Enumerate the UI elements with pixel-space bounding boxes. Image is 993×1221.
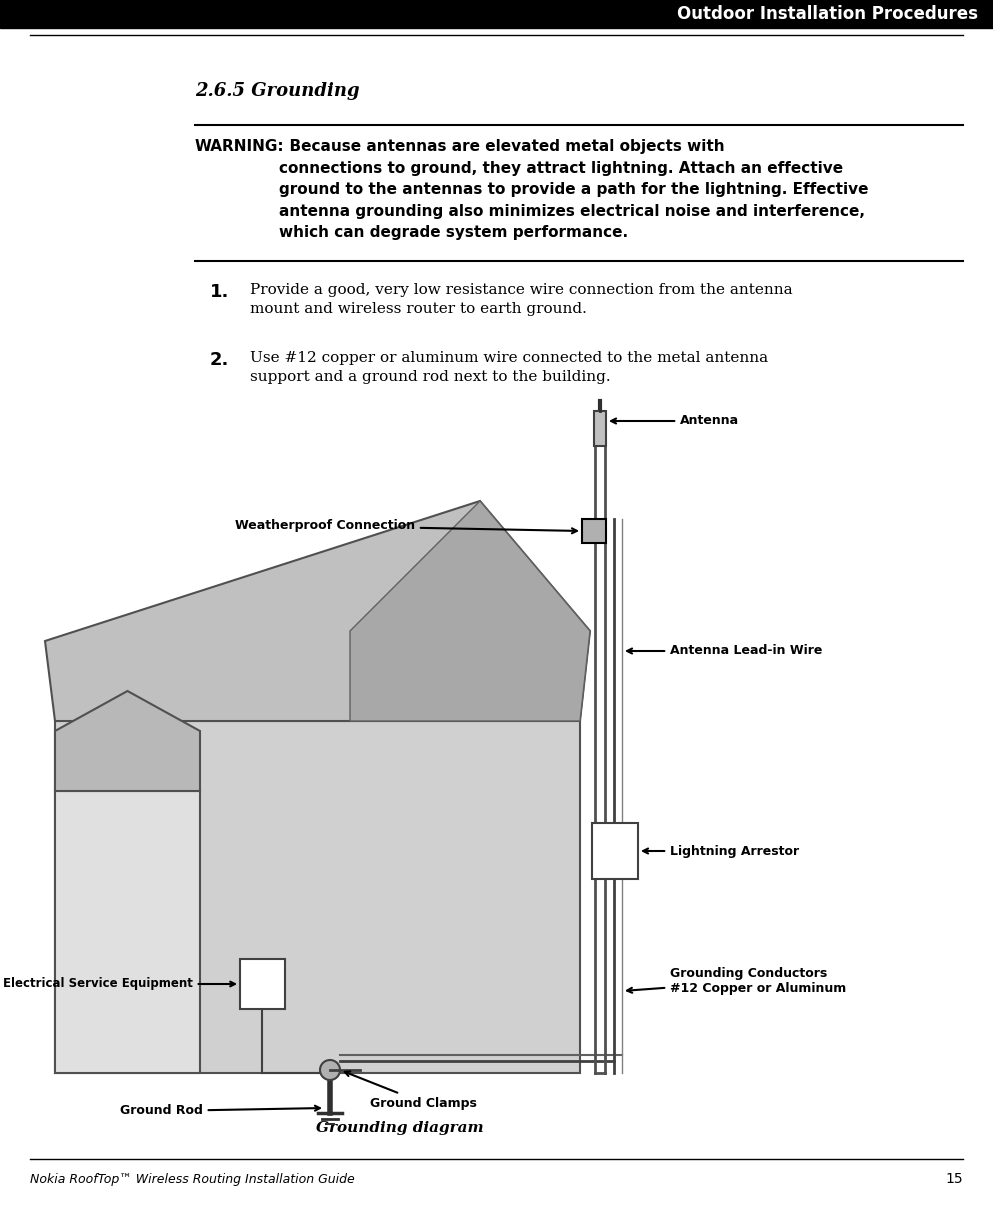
Text: Provide a good, very low resistance wire connection from the antenna
mount and w: Provide a good, very low resistance wire…: [250, 283, 792, 316]
Text: Grounding diagram: Grounding diagram: [316, 1121, 484, 1136]
FancyBboxPatch shape: [582, 519, 606, 543]
Bar: [240, 958, 285, 1009]
Text: Because antennas are elevated metal objects with
connections to ground, they att: Because antennas are elevated metal obje…: [279, 139, 869, 241]
Text: 2.6.5 Grounding: 2.6.5 Grounding: [195, 82, 359, 100]
Text: 15: 15: [945, 1172, 963, 1186]
Text: Ground Rod: Ground Rod: [120, 1105, 320, 1117]
Bar: [592, 823, 638, 879]
Circle shape: [320, 1060, 340, 1081]
Text: WARNING:: WARNING:: [195, 139, 285, 154]
Text: Weatherproof Connection: Weatherproof Connection: [235, 519, 577, 534]
Text: Antenna: Antenna: [611, 414, 739, 427]
Bar: [55, 720, 580, 1073]
Text: Antenna Lead-in Wire: Antenna Lead-in Wire: [628, 645, 822, 657]
Text: Grounding Conductors
#12 Copper or Aluminum: Grounding Conductors #12 Copper or Alumi…: [628, 967, 846, 995]
Text: Use #12 copper or aluminum wire connected to the metal antenna
support and a gro: Use #12 copper or aluminum wire connecte…: [250, 350, 769, 385]
Text: Nokia RoofTop™ Wireless Routing Installation Guide: Nokia RoofTop™ Wireless Routing Installa…: [30, 1172, 355, 1186]
Text: Electrical Service Equipment: Electrical Service Equipment: [3, 978, 235, 990]
Bar: [594, 411, 606, 446]
Bar: [55, 791, 200, 1073]
Text: Outdoor Installation Procedures: Outdoor Installation Procedures: [677, 5, 978, 23]
Polygon shape: [55, 691, 200, 791]
Text: 1.: 1.: [210, 283, 229, 302]
Polygon shape: [45, 501, 590, 720]
Text: Ground Clamps: Ground Clamps: [345, 1071, 477, 1110]
Text: 2.: 2.: [210, 350, 229, 369]
Polygon shape: [350, 501, 590, 720]
Bar: [0, 0, 993, 28]
Text: Lightning Arrestor: Lightning Arrestor: [643, 845, 799, 857]
